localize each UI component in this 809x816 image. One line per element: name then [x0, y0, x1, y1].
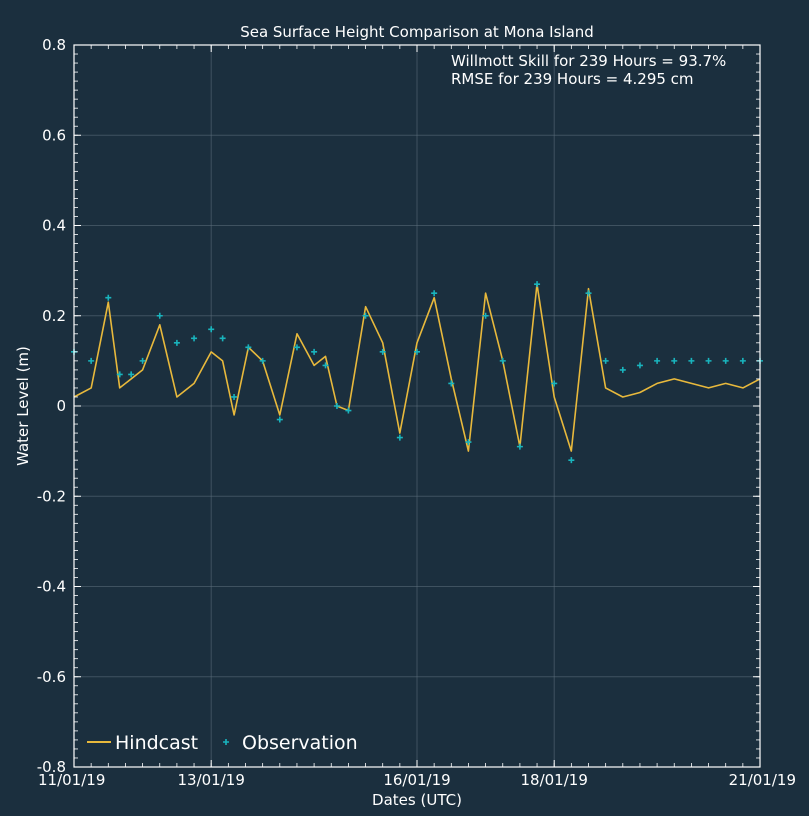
x-tick-label: 18/01/19 — [521, 771, 588, 789]
observation-point — [585, 290, 592, 297]
x-axis-label: Dates (UTC) — [372, 791, 462, 809]
y-tick-label: 0.6 — [42, 126, 66, 144]
observation-point — [128, 371, 135, 378]
y-axis-label: Water Level (m) — [14, 346, 32, 466]
rmse-annotation: RMSE for 239 Hours = 4.295 cm — [451, 70, 694, 88]
observation-point — [345, 407, 352, 414]
observation-point — [465, 439, 472, 446]
observation-point — [654, 357, 661, 364]
observation-point — [551, 380, 558, 387]
chart-title: Sea Surface Height Comparison at Mona Is… — [240, 23, 594, 41]
observation-point — [414, 348, 420, 355]
ticks: -0.8 -0.6 -0.4 -0.2 0 0.2 0.4 0.6 0.8 11/01/19 13/… — [37, 36, 796, 789]
observation-point — [219, 335, 226, 342]
observation-point — [208, 326, 215, 333]
observation-point — [322, 362, 329, 369]
observation-point — [191, 335, 198, 342]
observation-point — [139, 357, 146, 364]
y-tick-label: 0.4 — [42, 217, 66, 235]
observation-point — [722, 357, 729, 364]
grid — [74, 45, 760, 767]
observation-point — [156, 312, 163, 319]
y-tick-label: -0.8 — [37, 758, 66, 776]
y-tick-label: 0.2 — [42, 307, 66, 325]
observation-point — [448, 380, 455, 387]
observation-point — [231, 393, 238, 400]
observation-point — [333, 403, 340, 409]
legend-hindcast-label: Hindcast — [115, 732, 198, 754]
observation-point — [362, 312, 369, 319]
observation-point — [534, 281, 541, 288]
observation-point — [671, 357, 678, 364]
observation-point — [499, 357, 506, 364]
x-tick-label: 16/01/19 — [383, 771, 450, 789]
legend-observation-label: Observation — [242, 732, 358, 754]
observation-point — [88, 357, 95, 364]
observation-point — [482, 312, 489, 319]
observation-point — [293, 344, 300, 351]
y-tick-label: 0.8 — [42, 36, 66, 54]
y-tick-label: -0.2 — [37, 487, 66, 505]
x-tick-label: 11/01/19 — [38, 771, 105, 789]
observation-point — [173, 339, 180, 346]
legend: Hindcast Observation — [87, 732, 358, 754]
observation-point — [276, 416, 283, 423]
y-tick-label: 0 — [56, 397, 66, 415]
y-tick-label: -0.4 — [37, 578, 66, 596]
observation-point — [311, 348, 318, 355]
observation-point — [619, 366, 626, 373]
observation-point — [739, 357, 746, 364]
observation-point — [259, 357, 266, 364]
observation-point — [688, 357, 695, 364]
observation-point — [636, 362, 643, 369]
observation-point — [602, 357, 609, 364]
series-hindcast-line — [73, 283, 761, 452]
observation-point — [379, 348, 386, 355]
x-tick-label: 13/01/19 — [178, 771, 245, 789]
observation-point — [396, 434, 403, 441]
series-layer — [71, 281, 763, 464]
skill-annotation: Willmott Skill for 239 Hours = 93.7% — [451, 52, 726, 70]
observation-point — [116, 371, 123, 378]
legend-observation-marker — [223, 739, 229, 745]
observation-point — [431, 290, 438, 297]
observation-point — [568, 457, 575, 464]
observation-point — [516, 443, 523, 450]
observation-point — [105, 294, 112, 301]
observation-point — [245, 344, 252, 351]
y-tick-label: -0.6 — [37, 668, 66, 686]
x-tick-label: 21/01/19 — [729, 771, 796, 789]
observation-point — [705, 357, 712, 364]
